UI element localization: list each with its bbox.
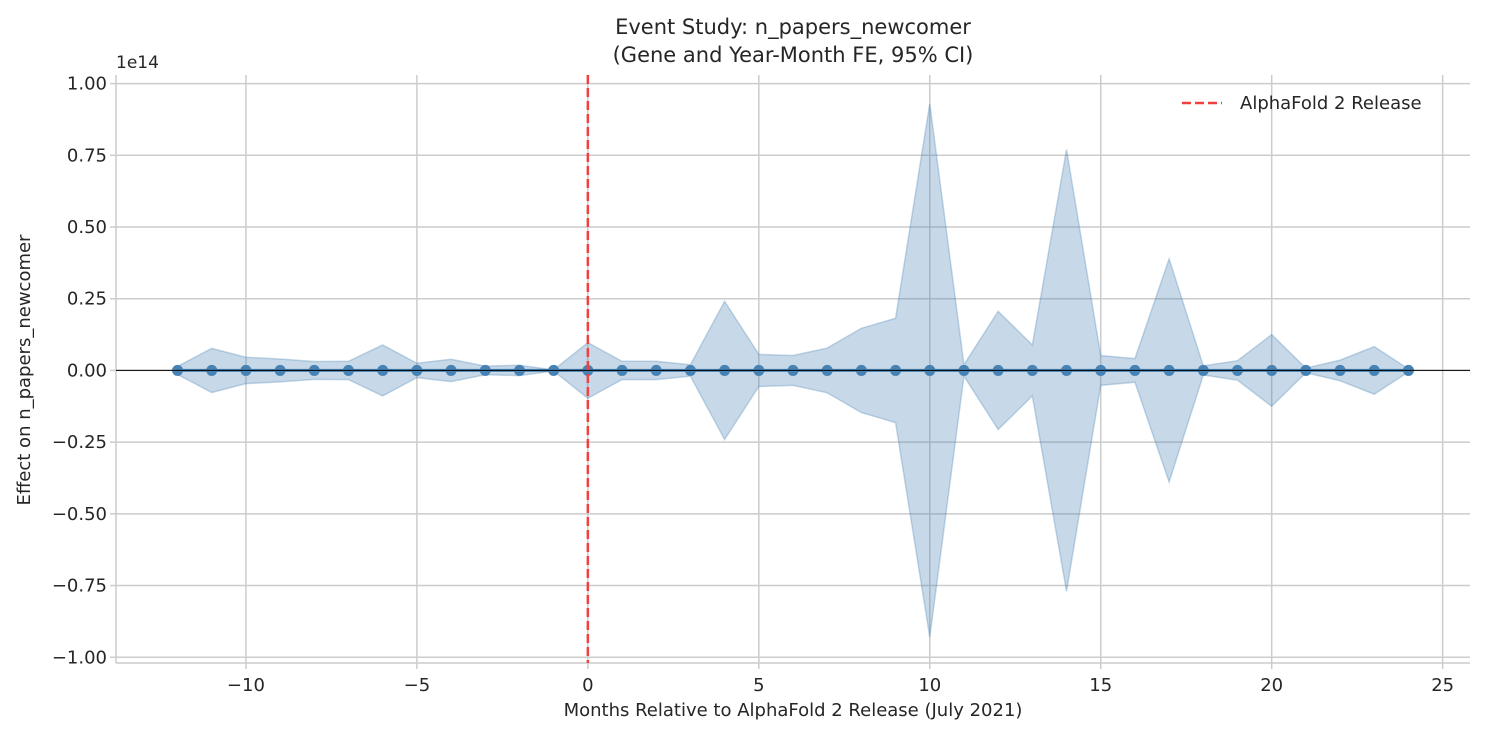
y-tick-label: −0.25 [52, 432, 107, 453]
y-tick-label: 0.50 [67, 217, 107, 238]
x-tick-label: −10 [227, 675, 265, 696]
y-tick-label: −0.75 [52, 576, 107, 597]
x-tick-label: 25 [1431, 675, 1454, 696]
chart-title: Event Study: n_papers_newcomer [615, 15, 971, 40]
legend-release-label: AlphaFold 2 Release [1240, 93, 1422, 114]
y-tick-label: −1.00 [52, 647, 107, 668]
x-tick-label: −5 [404, 675, 431, 696]
y-tick-label: 0.00 [67, 360, 107, 381]
y-tick-label: 1.00 [67, 74, 107, 95]
y-axis-label: Effect on n_papers_newcomer [14, 234, 35, 506]
axes: −10 −5 0 5 10 15 20 25 1.00 0.75 0.50 0.25 0.00 −0.25… [52, 74, 1470, 696]
y-tick-label: 0.25 [67, 289, 107, 310]
reference-lines [116, 75, 1470, 663]
x-axis-label: Months Relative to AlphaFold 2 Release (… [564, 700, 1023, 721]
x-tick-label: 10 [918, 675, 941, 696]
legend: AlphaFold 2 Release [1182, 93, 1422, 114]
x-tick-label: 15 [1089, 675, 1112, 696]
x-tick-label: 0 [582, 675, 593, 696]
chart-subtitle: (Gene and Year-Month FE, 95% CI) [613, 43, 974, 67]
x-tick-label: 20 [1260, 675, 1283, 696]
y-tick-label: 0.75 [67, 145, 107, 166]
y-offset-label: 1e14 [116, 53, 159, 73]
x-tick-label: 5 [753, 675, 764, 696]
y-tick-label: −0.50 [52, 504, 107, 525]
